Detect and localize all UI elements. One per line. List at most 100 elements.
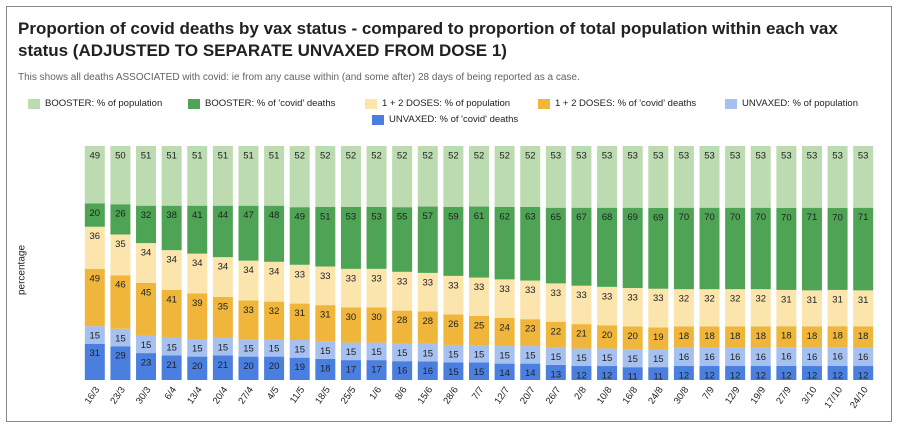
- bar-segment: [776, 289, 797, 327]
- bar-segment: [853, 347, 874, 367]
- legend-item-doses-population[interactable]: 1 + 2 DOSES: % of population: [365, 98, 510, 109]
- data-label: 61: [474, 211, 485, 222]
- data-label: 18: [730, 331, 741, 342]
- data-label: 38: [166, 210, 177, 221]
- bar-segment: [648, 327, 669, 350]
- data-label: 26: [115, 209, 126, 220]
- legend-item-booster-deaths[interactable]: BOOSTER: % of 'covid' deaths: [188, 98, 335, 109]
- data-label: 52: [397, 151, 408, 162]
- data-label: 51: [192, 151, 203, 162]
- data-label: 15: [602, 353, 613, 364]
- bar-segment: [264, 301, 285, 340]
- data-label: 20: [90, 208, 101, 219]
- legend-item-doses-deaths[interactable]: 1 + 2 DOSES: % of 'covid' deaths: [538, 98, 696, 109]
- data-label: 49: [294, 212, 305, 223]
- x-tick-label: 20/4: [211, 385, 231, 406]
- bar-segment: [264, 146, 285, 206]
- bar-segment: [520, 319, 541, 347]
- data-label: 30: [346, 312, 357, 323]
- bar-segment: [366, 146, 387, 207]
- bar-segment: [699, 289, 720, 327]
- bar-segment: [187, 205, 208, 254]
- bar-segment: [571, 285, 592, 325]
- bar-segment: [622, 288, 643, 327]
- data-label: 53: [858, 151, 869, 162]
- bar-segment: [289, 146, 310, 208]
- legend-swatch: [538, 98, 550, 109]
- data-label: 34: [218, 262, 229, 273]
- data-label: 53: [627, 151, 638, 162]
- bar-segment: [571, 207, 592, 286]
- data-label: 25: [474, 320, 485, 331]
- bar-segment: [136, 146, 157, 206]
- data-label: 31: [294, 308, 305, 319]
- data-label: 15: [346, 347, 357, 358]
- x-tick-label: 7/9: [700, 385, 717, 402]
- data-label: 51: [320, 211, 331, 222]
- bar-segment: [84, 268, 105, 327]
- bar-segment: [315, 305, 336, 342]
- data-label: 46: [115, 280, 126, 291]
- data-label: 33: [294, 269, 305, 280]
- x-tick-label: 16/8: [621, 385, 641, 406]
- data-label: 68: [602, 212, 613, 223]
- x-tick-label: 2/8: [572, 385, 589, 402]
- bar-segment: [597, 325, 618, 349]
- data-label: 20: [602, 330, 613, 341]
- bar-segment: [853, 366, 874, 380]
- bar-segment: [571, 324, 592, 349]
- legend-swatch: [725, 98, 737, 109]
- data-label: 59: [448, 211, 459, 222]
- x-tick-label: 10/8: [595, 385, 615, 406]
- legend-item-unvaxed-deaths[interactable]: UNVAXED: % of 'covid' deaths: [372, 114, 518, 125]
- data-label: 34: [141, 248, 152, 259]
- data-label: 33: [551, 288, 562, 299]
- data-label: 18: [858, 331, 869, 342]
- data-label: 11: [628, 372, 638, 383]
- bar-segment: [315, 146, 336, 207]
- bar-segment: [827, 347, 848, 366]
- bar-segment: [340, 268, 361, 308]
- data-label: 52: [320, 151, 331, 162]
- bar-segment: [340, 206, 361, 269]
- data-label: 28: [397, 315, 408, 326]
- x-tick-label: 13/4: [185, 385, 205, 406]
- bar-segment: [289, 340, 310, 358]
- bar-segment: [673, 289, 694, 327]
- data-label: 15: [269, 344, 280, 355]
- bar-segment: [750, 207, 771, 290]
- bar-segment: [520, 346, 541, 364]
- data-label: 36: [90, 231, 101, 242]
- data-label: 15: [499, 351, 510, 362]
- legend-item-booster-population[interactable]: BOOSTER: % of population: [28, 98, 162, 109]
- bar-segment: [725, 289, 746, 327]
- x-tick-label: 25/5: [339, 385, 359, 406]
- data-label: 23: [141, 358, 152, 369]
- data-label: 51: [141, 151, 152, 162]
- legend-item-unvaxed-population[interactable]: UNVAXED: % of population: [725, 98, 858, 109]
- bar-segment: [110, 234, 131, 276]
- data-label: 16: [807, 352, 818, 363]
- x-tick-label: 15/6: [416, 385, 436, 406]
- data-label: 53: [807, 151, 818, 162]
- data-label: 14: [525, 368, 536, 379]
- bar-segment: [238, 339, 259, 357]
- data-label: 52: [448, 151, 459, 162]
- data-label: 15: [525, 351, 536, 362]
- bar-segment: [699, 366, 720, 380]
- data-label: 31: [781, 294, 792, 305]
- legend-label: BOOSTER: % of population: [45, 98, 163, 109]
- bar-segment: [776, 365, 797, 380]
- data-label: 17: [346, 365, 357, 376]
- bar-segment: [187, 146, 208, 206]
- data-label: 51: [166, 151, 177, 162]
- bar-segment: [187, 253, 208, 294]
- data-label: 48: [269, 210, 280, 221]
- legend-swatch: [372, 114, 384, 125]
- bar-segment: [673, 366, 694, 380]
- data-label: 49: [90, 151, 101, 162]
- data-label: 53: [602, 151, 613, 162]
- data-label: 16: [730, 352, 741, 363]
- bar-segment: [136, 205, 157, 244]
- bar-segment: [366, 268, 387, 308]
